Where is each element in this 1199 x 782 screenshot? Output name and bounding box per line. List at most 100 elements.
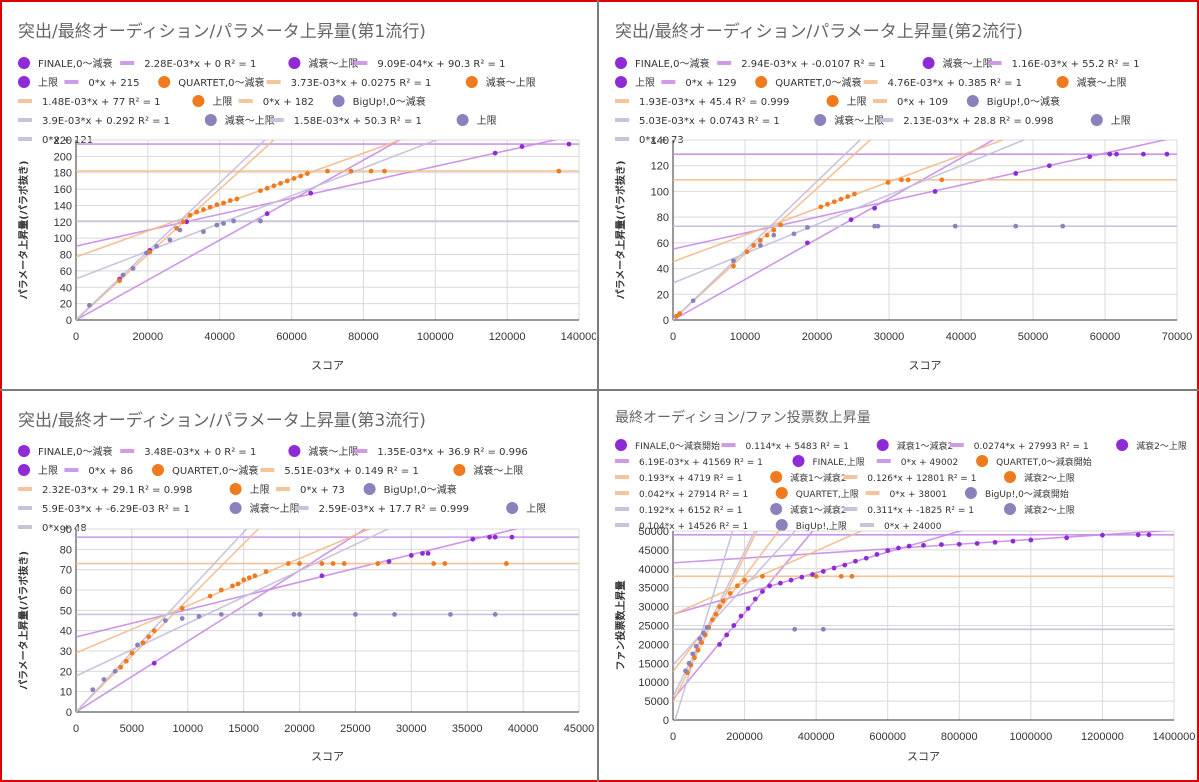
y-tick-label: 35000	[638, 583, 669, 595]
x-tick-label: 200000	[726, 731, 763, 743]
y-tick-label: 20	[657, 289, 669, 301]
x-tick-label: 0	[73, 723, 79, 735]
x-tick-label: 800000	[941, 731, 978, 743]
data-point	[727, 590, 733, 596]
legend-label: 1.35E-03*x + 36.9 R² = 0.996	[377, 447, 527, 458]
chart-title: 突出/最終オーディション/パラメータ上昇量(第1流行)	[18, 21, 426, 42]
legend-marker	[18, 76, 30, 88]
x-tick-label: 600000	[869, 731, 906, 743]
x-tick-label: 30000	[396, 723, 427, 735]
legend-label: 上限	[250, 484, 270, 496]
legend-line-marker	[615, 475, 629, 479]
x-tick-label: 50000	[1018, 331, 1049, 343]
data-point	[752, 596, 758, 602]
data-point	[503, 561, 509, 566]
legend-line-marker	[18, 487, 32, 491]
legend-item: 0.192*x + 6152 R² = 1	[615, 506, 742, 516]
legend-label: 減衰1～減衰2	[790, 504, 846, 516]
legend-item: 上限	[506, 502, 546, 515]
data-point	[214, 202, 220, 208]
y-tick-label: 0	[663, 315, 669, 327]
gridlines	[75, 528, 580, 713]
legend-label: 減衰2～上限	[1136, 440, 1187, 452]
legend-label: 0.311*x + -1825 R² = 1	[867, 506, 974, 516]
data-point	[408, 553, 414, 558]
legend-marker	[506, 502, 519, 514]
legend-item: 2.13E-03*x + 28.8 R² = 0.998	[879, 116, 1054, 127]
data-point	[760, 589, 765, 594]
panel-divider-vertical	[597, 0, 599, 782]
trendline	[76, 529, 367, 712]
legend-item: 2.94E-03*x + -0.0107 R² = 1	[717, 59, 886, 70]
y-tick-label: 80	[60, 250, 72, 262]
x-tick-label: 1400000	[1153, 731, 1196, 743]
data-point	[258, 188, 263, 194]
data-point	[151, 660, 157, 666]
y-axis-label: パラメータ上昇量(パラボ抜き)	[17, 161, 30, 300]
data-point	[284, 178, 290, 184]
legend-label: QUARTET,0～減衰	[178, 76, 264, 89]
data-point	[431, 561, 437, 566]
y-tick-label: 100	[651, 186, 669, 198]
x-tick-label: 80000	[348, 331, 379, 343]
legend-line-marker	[18, 525, 32, 529]
legend-label: 2.94E-03*x + -0.0107 R² = 1	[741, 59, 885, 70]
trendline	[76, 529, 248, 712]
data-point	[992, 539, 998, 545]
data-point	[731, 623, 737, 628]
legend-marker	[966, 95, 979, 107]
legend-label: 0*x + 215	[88, 78, 139, 89]
legend-label: 上限	[847, 96, 867, 108]
x-tick-label: 1200000	[1081, 731, 1124, 743]
x-axis-label: スコア	[909, 359, 942, 372]
legend-item: 上限	[826, 95, 867, 108]
legend-line-marker	[18, 118, 32, 122]
y-tick-label: 40000	[638, 564, 669, 576]
legend-item: QUARTET,0～減衰	[755, 76, 862, 89]
legend-item: QUARTET,上限	[775, 487, 859, 500]
legend-line-marker	[18, 506, 32, 510]
x-tick-label: 5000	[120, 723, 144, 735]
legend-label: 1.58E-03*x + 50.3 R² = 1	[294, 116, 422, 127]
legend-marker	[615, 439, 627, 451]
legend-marker	[158, 76, 171, 88]
legend-item: 2.32E-03*x + 29.1 R² = 0.998	[18, 485, 192, 496]
legend-item: 0*x + 121	[18, 135, 93, 146]
legend-marker	[1004, 471, 1016, 483]
legend-line-marker	[843, 475, 858, 479]
legend-item: BigUp!,上限	[775, 519, 847, 532]
data-point	[713, 611, 719, 617]
legend-label: 上限	[38, 465, 58, 477]
trendline	[673, 531, 758, 703]
data-point	[885, 548, 891, 554]
legend-label: 0.114*x + 5483 R² = 1	[746, 442, 849, 452]
legend-marker	[1004, 503, 1016, 515]
data-point	[760, 573, 765, 579]
legend-item: 0.114*x + 5483 R² = 1	[721, 442, 849, 452]
trendline	[673, 140, 872, 320]
x-tick-label: 0	[670, 331, 676, 343]
data-point	[221, 221, 226, 226]
legend-label: 上限	[1111, 115, 1131, 127]
data-point	[692, 655, 697, 661]
data-point	[735, 583, 740, 589]
legend-marker	[363, 483, 376, 495]
legend-label: 3.73E-03*x + 0.0275 R² = 1	[291, 78, 432, 89]
x-tick-label: 30000	[874, 331, 905, 343]
chart-svg: 最終オーディション/ファン投票数上昇量 FINALE,0～減衰開始 0.114*x …	[614, 409, 1196, 763]
legend-label: 0.192*x + 6152 R² = 1	[639, 506, 742, 516]
chart-svg: 突出/最終オーディション/パラメータ上昇量(第3流行) FINALE,0～減衰 3.…	[17, 410, 594, 763]
legend-marker	[792, 455, 805, 467]
data-point	[375, 561, 381, 566]
y-tick-label: 50	[60, 605, 72, 617]
data-point	[813, 573, 819, 579]
legend-line-marker	[18, 137, 32, 141]
legend-label: 0.126*x + 12801 R² = 1	[867, 474, 976, 484]
legend-line-marker	[18, 99, 32, 103]
legend-item: 減衰2～上限	[1004, 471, 1075, 484]
legend-item: 減衰2～上限	[1004, 503, 1075, 516]
data-point	[1013, 171, 1019, 176]
y-tick-label: 60	[657, 238, 669, 250]
data-point	[1135, 532, 1141, 538]
x-tick-label: 40000	[508, 723, 539, 735]
